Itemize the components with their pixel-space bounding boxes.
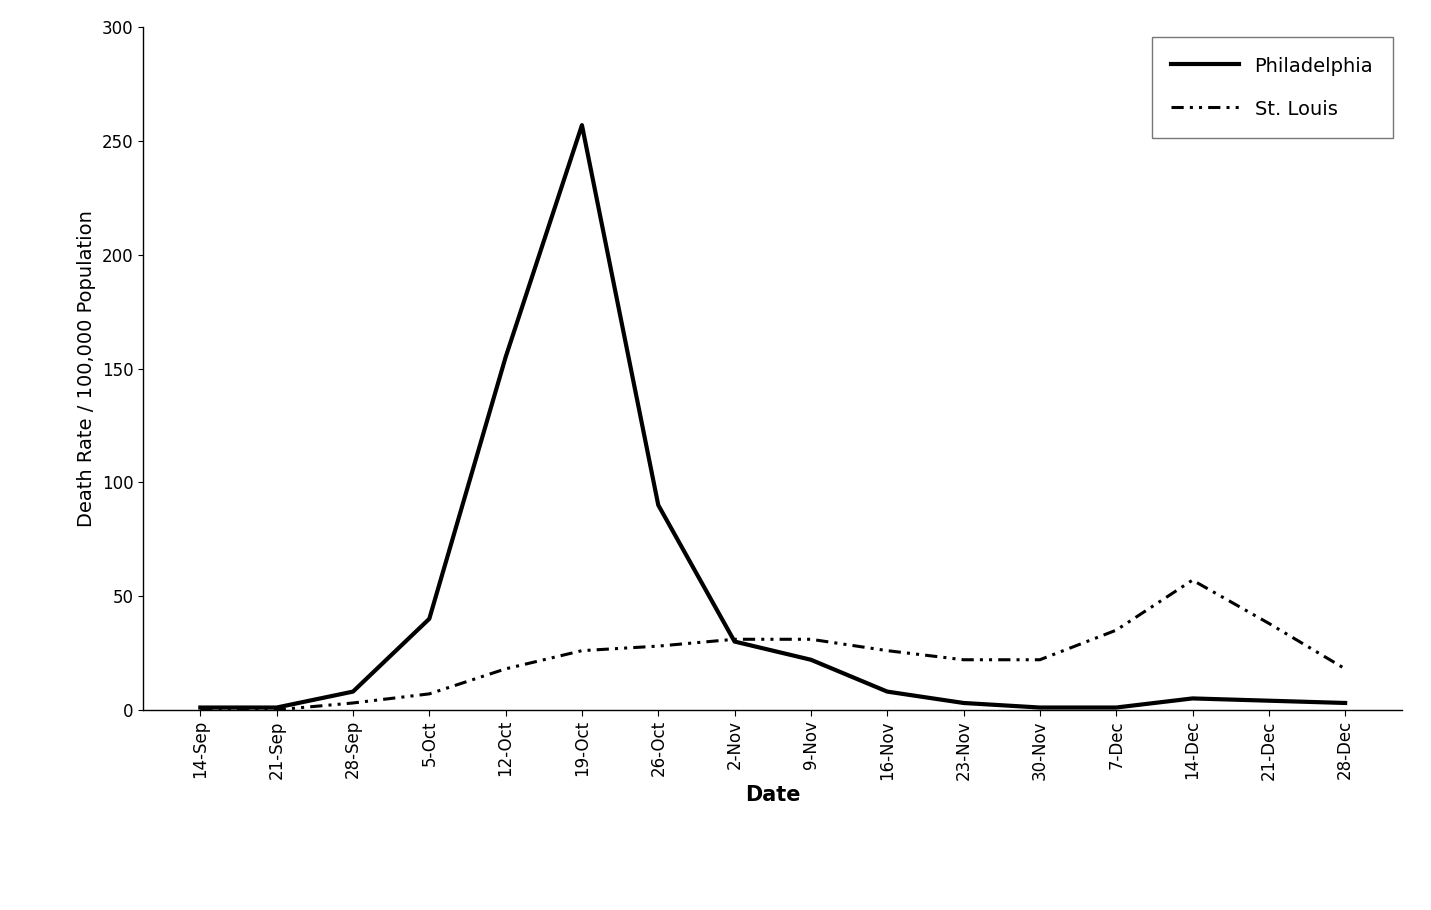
- St. Louis: [1337, 663, 1354, 674]
- St. Louis: [421, 688, 438, 699]
- Philadelphia: [954, 697, 972, 708]
- St. Louis: [192, 704, 209, 715]
- Philadelphia: [192, 703, 209, 713]
- St. Louis: [268, 704, 285, 715]
- St. Louis: [726, 633, 743, 644]
- Philadelphia: [268, 703, 285, 713]
- Y-axis label: Death Rate / 100,000 Population: Death Rate / 100,000 Population: [77, 210, 96, 527]
- Philadelphia: [879, 686, 896, 697]
- St. Louis: [954, 654, 972, 665]
- St. Louis: [1183, 575, 1201, 586]
- Philadelphia: [726, 636, 743, 647]
- St. Louis: [803, 633, 820, 644]
- St. Louis: [1261, 618, 1278, 629]
- St. Louis: [650, 641, 667, 652]
- Philadelphia: [1183, 693, 1201, 704]
- X-axis label: Date: Date: [746, 785, 800, 805]
- Philadelphia: [345, 686, 362, 697]
- Philadelphia: [497, 351, 514, 362]
- Philadelphia: [574, 119, 591, 130]
- Legend: Philadelphia, St. Louis: Philadelphia, St. Louis: [1152, 37, 1392, 138]
- St. Louis: [1108, 624, 1125, 635]
- Line: Philadelphia: Philadelphia: [200, 125, 1345, 708]
- Philadelphia: [650, 500, 667, 511]
- Philadelphia: [1108, 703, 1125, 713]
- St. Louis: [1032, 654, 1049, 665]
- St. Louis: [345, 697, 362, 708]
- St. Louis: [574, 645, 591, 656]
- St. Louis: [879, 645, 896, 656]
- Philadelphia: [803, 654, 820, 665]
- Philadelphia: [1261, 695, 1278, 706]
- Line: St. Louis: St. Louis: [200, 581, 1345, 710]
- Philadelphia: [421, 613, 438, 624]
- Philadelphia: [1032, 703, 1049, 713]
- Philadelphia: [1337, 697, 1354, 708]
- St. Louis: [497, 663, 514, 674]
